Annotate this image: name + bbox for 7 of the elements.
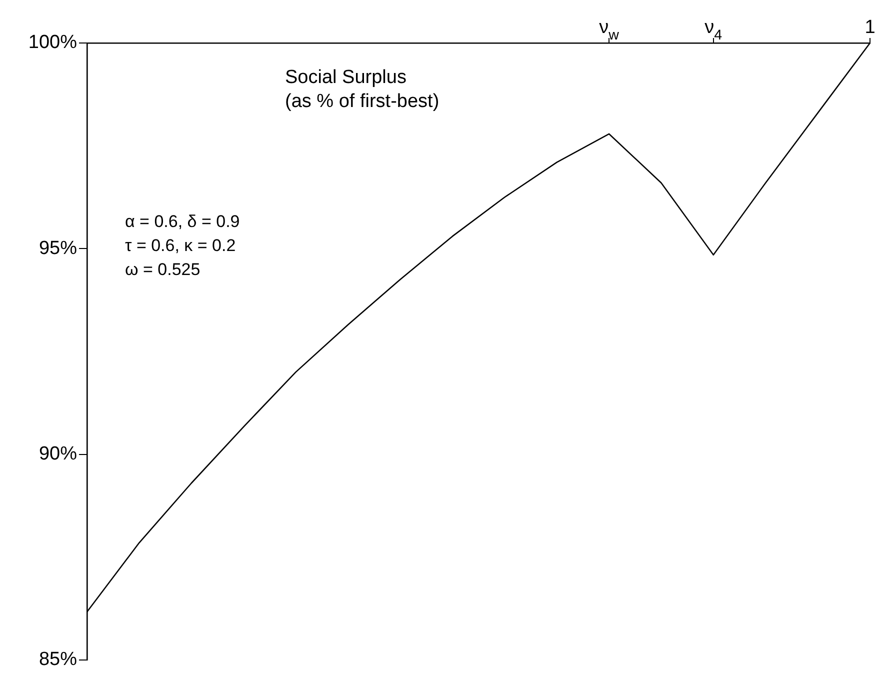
annotation: Social Surplus (as % of first-best)	[285, 67, 440, 112]
y-tick-label: 85%	[38, 649, 78, 670]
y-tick-label: 100%	[28, 32, 78, 54]
y-tick-label: 90%	[38, 444, 78, 465]
x-tick-label: 1	[864, 17, 875, 38]
annotation: α = 0.6, δ = 0.9 τ = 0.6, κ = 0.2 ω = 0.525	[125, 212, 240, 279]
y-tick-label: 95%	[38, 238, 78, 259]
